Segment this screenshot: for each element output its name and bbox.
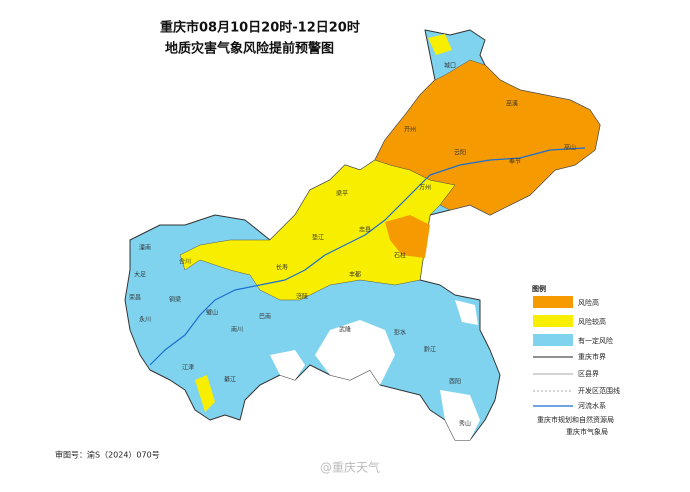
district-label: 大足 (134, 271, 146, 279)
district-label: 南川 (231, 326, 243, 334)
map (124, 29, 601, 441)
district-label: 长寿 (276, 264, 288, 272)
district-label: 璧山 (206, 309, 218, 317)
district-label: 云阳 (454, 149, 466, 157)
district-label: 垫江 (312, 234, 324, 242)
legend-label: 有一定风险 (578, 336, 613, 345)
legend-label: 区县界 (578, 370, 599, 378)
legend-label: 开发区范围线 (578, 386, 620, 395)
district-label: 潼南 (139, 244, 151, 252)
district-label: 江津 (182, 365, 194, 372)
legend-label: 河流水系 (578, 401, 606, 410)
district-label: 巫溪 (506, 100, 518, 108)
region-white (270, 350, 305, 380)
swatch (533, 334, 573, 346)
river (149, 147, 586, 366)
region-yellow (179, 159, 456, 301)
watermark: @重庆天气 (320, 460, 380, 475)
legend-heading: 图例 (532, 284, 546, 293)
district-label: 铜梁 (169, 296, 181, 304)
legend-label: 重庆市界 (578, 352, 606, 361)
district-label: 梁平 (336, 190, 348, 198)
region-white (455, 300, 478, 325)
region-white (315, 320, 395, 385)
district-label: 巫山 (564, 144, 576, 152)
district-label: 永川 (139, 316, 151, 324)
district-label: 荣昌 (129, 294, 141, 302)
district-label: 彭水 (394, 329, 406, 337)
swatch (533, 296, 573, 308)
title: 重庆市08月10日20时-12日20时 (160, 20, 360, 36)
legend-label: 风险较高 (578, 317, 606, 326)
region-orange (374, 59, 601, 216)
district-label: 忠县 (359, 226, 371, 234)
district-label: 巴南 (259, 313, 271, 321)
district-label: 石柱 (394, 252, 406, 260)
district-label: 奉节 (509, 158, 521, 166)
district-label: 秀山 (459, 420, 471, 428)
district-label: 万州 (419, 185, 431, 192)
district-label: 綦江 (224, 376, 236, 384)
district-label: 武隆 (339, 326, 351, 334)
agency: 重庆市规划和自然资源局 (537, 415, 614, 424)
district-label: 合川 (179, 258, 191, 266)
district-label: 涪陵 (296, 293, 308, 301)
title: 地质灾害气象风险提前预警图 (165, 41, 334, 57)
agency: 重庆市气象局 (566, 427, 608, 436)
district-label: 开州 (404, 127, 416, 134)
region-orange (385, 215, 430, 258)
region-white (440, 390, 480, 440)
legend-label: 风险高 (578, 298, 599, 307)
district-label: 丰都 (349, 271, 361, 279)
swatch (533, 315, 573, 327)
district-label: 城口 (444, 63, 456, 70)
region-yellow (428, 34, 452, 55)
approval-number: 审图号：渝S（2024）070号 (55, 450, 160, 460)
region-yellow (195, 375, 215, 412)
district-label: 黔江 (424, 346, 436, 354)
district-label: 酉阳 (449, 378, 461, 386)
